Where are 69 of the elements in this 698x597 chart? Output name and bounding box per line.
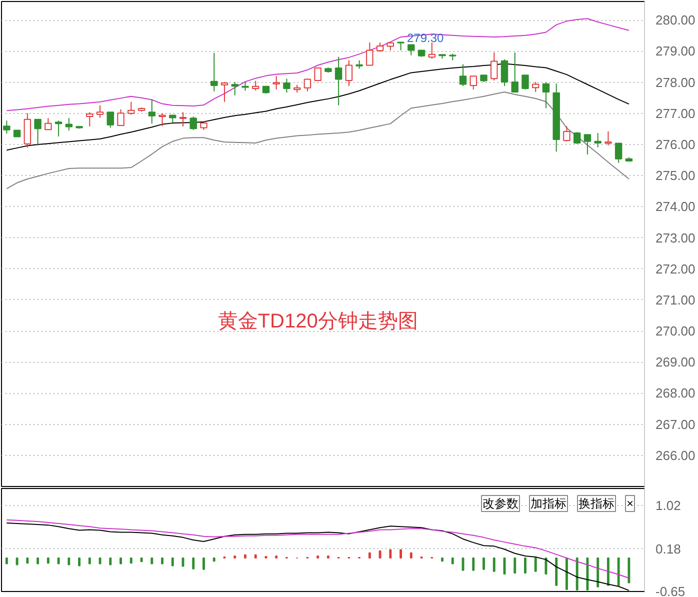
y-tick-label: 271.00 — [656, 292, 696, 308]
candlestick — [231, 82, 238, 96]
candlestick — [65, 118, 73, 132]
candlestick — [614, 142, 622, 164]
y-tick-label: 280.00 — [656, 12, 696, 28]
candlestick — [86, 112, 94, 127]
annotation: 加指标 — [530, 496, 566, 510]
candlestick — [3, 120, 10, 134]
candlestick — [210, 52, 218, 92]
candlestick — [532, 82, 540, 92]
annotation: 改参数 — [482, 496, 518, 510]
y-tick-label: 272.00 — [656, 261, 696, 276]
y-tick-label: 278.00 — [656, 74, 696, 90]
y-tick-label: 268.00 — [656, 386, 696, 401]
y-tick-label: 276.00 — [656, 137, 696, 152]
y-tick-label: 273.00 — [656, 230, 696, 246]
y-tick-label: 269.00 — [656, 354, 696, 370]
candlestick — [563, 126, 570, 142]
candlestick — [366, 42, 374, 66]
candlestick — [594, 132, 602, 148]
y-tick-label: 267.00 — [656, 416, 696, 432]
candlestick — [314, 68, 322, 81]
y-tick-label: 266.00 — [656, 448, 696, 463]
text: 黄金TD120分钟走势图 — [218, 310, 418, 333]
candlestick — [459, 64, 467, 87]
candlestick — [106, 111, 114, 128]
y-tick-label: 1.02 — [656, 498, 681, 513]
candlestick — [542, 82, 550, 109]
y-tick-label: 274.00 — [656, 199, 696, 214]
candlestick — [283, 78, 290, 94]
candlestick — [220, 82, 228, 102]
candlestick — [334, 56, 342, 106]
candlestick — [408, 44, 415, 56]
candlestick — [500, 58, 508, 87]
candlestick — [376, 42, 384, 52]
candlestick — [190, 116, 197, 130]
candlestick — [179, 112, 187, 127]
candlestick — [54, 120, 62, 137]
y-tick-label: -0.65 — [656, 584, 686, 597]
y-tick-label: 0.18 — [656, 541, 681, 556]
line-series — [6, 91, 630, 190]
candlestick — [44, 118, 52, 130]
line-series — [6, 519, 630, 579]
annotation: 279.30 — [407, 30, 444, 45]
candlestick — [428, 42, 436, 60]
candlestick — [604, 130, 612, 146]
annotation: 换指标 — [578, 496, 614, 510]
candlestick — [490, 52, 498, 81]
y-tick-label: 270.00 — [656, 324, 696, 339]
annotation: × — [626, 496, 634, 510]
candlestick — [470, 76, 477, 90]
candlestick — [128, 101, 135, 116]
candlestick — [252, 80, 260, 91]
candlestick — [304, 78, 312, 92]
candlestick — [34, 118, 42, 146]
candlestick — [573, 132, 581, 144]
candlestick — [117, 108, 124, 126]
candlestick — [158, 112, 166, 127]
candlestick — [148, 98, 156, 124]
candlestick — [96, 104, 104, 118]
candlestick — [522, 74, 529, 90]
candlestick — [272, 76, 280, 90]
candlestick — [584, 134, 592, 155]
y-tick-label: 275.00 — [656, 168, 696, 184]
y-tick-label: 277.00 — [656, 106, 696, 121]
candlestick — [511, 52, 518, 94]
y-tick-label: 279.00 — [656, 44, 696, 59]
candlestick — [345, 60, 353, 87]
line-series — [6, 18, 630, 112]
